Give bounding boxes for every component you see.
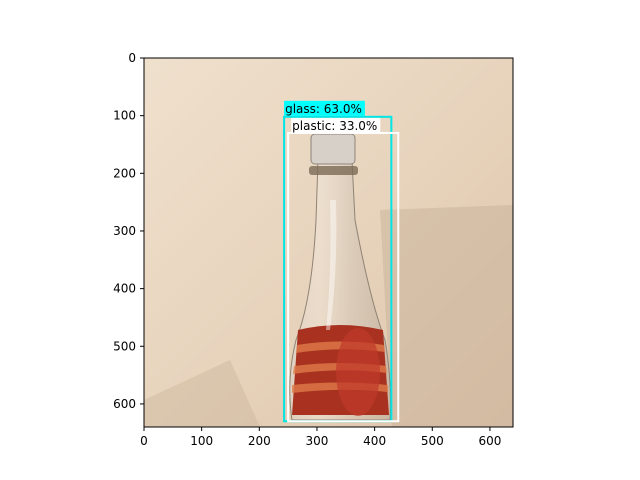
y-tick-label: 100 [113,109,136,123]
x-tick-label: 200 [248,434,271,448]
y-tick-label: 300 [113,224,136,238]
bottle [289,133,391,421]
detection-label-glass: glass: 63.0% [285,102,362,116]
detection-label-plastic: plastic: 33.0% [292,119,377,133]
x-tick-label: 100 [190,434,213,448]
bottle-cap [310,133,356,165]
detections-layer: glass: 63.0% plastic: 33.0% [283,100,400,423]
bottle-highlight [326,200,337,330]
y-tick-label: 200 [113,166,136,180]
y-tick-label: 400 [113,282,136,296]
y-tick-label: 500 [113,339,136,353]
x-tick-label: 300 [306,434,329,448]
shadow-right [380,205,513,427]
x-tick-label: 0 [140,434,148,448]
image-frame [143,57,514,428]
detection-label-bg-glass [284,100,365,116]
detection-plastic: plastic: 33.0% [287,117,400,423]
y-axis: 0 100 200 300 400 500 600 [113,51,144,411]
x-tick-label: 600 [478,434,501,448]
bottle-neck-ring [309,166,358,175]
y-tick-label: 0 [128,51,136,65]
x-tick-label: 400 [363,434,386,448]
shadow-left [144,360,260,427]
y-tick-label: 600 [113,397,136,411]
x-tick-label: 500 [421,434,444,448]
label-emblem [336,328,380,416]
x-axis: 0 100 200 300 400 500 600 [140,427,501,448]
detection-label-bg-plastic [291,117,381,133]
